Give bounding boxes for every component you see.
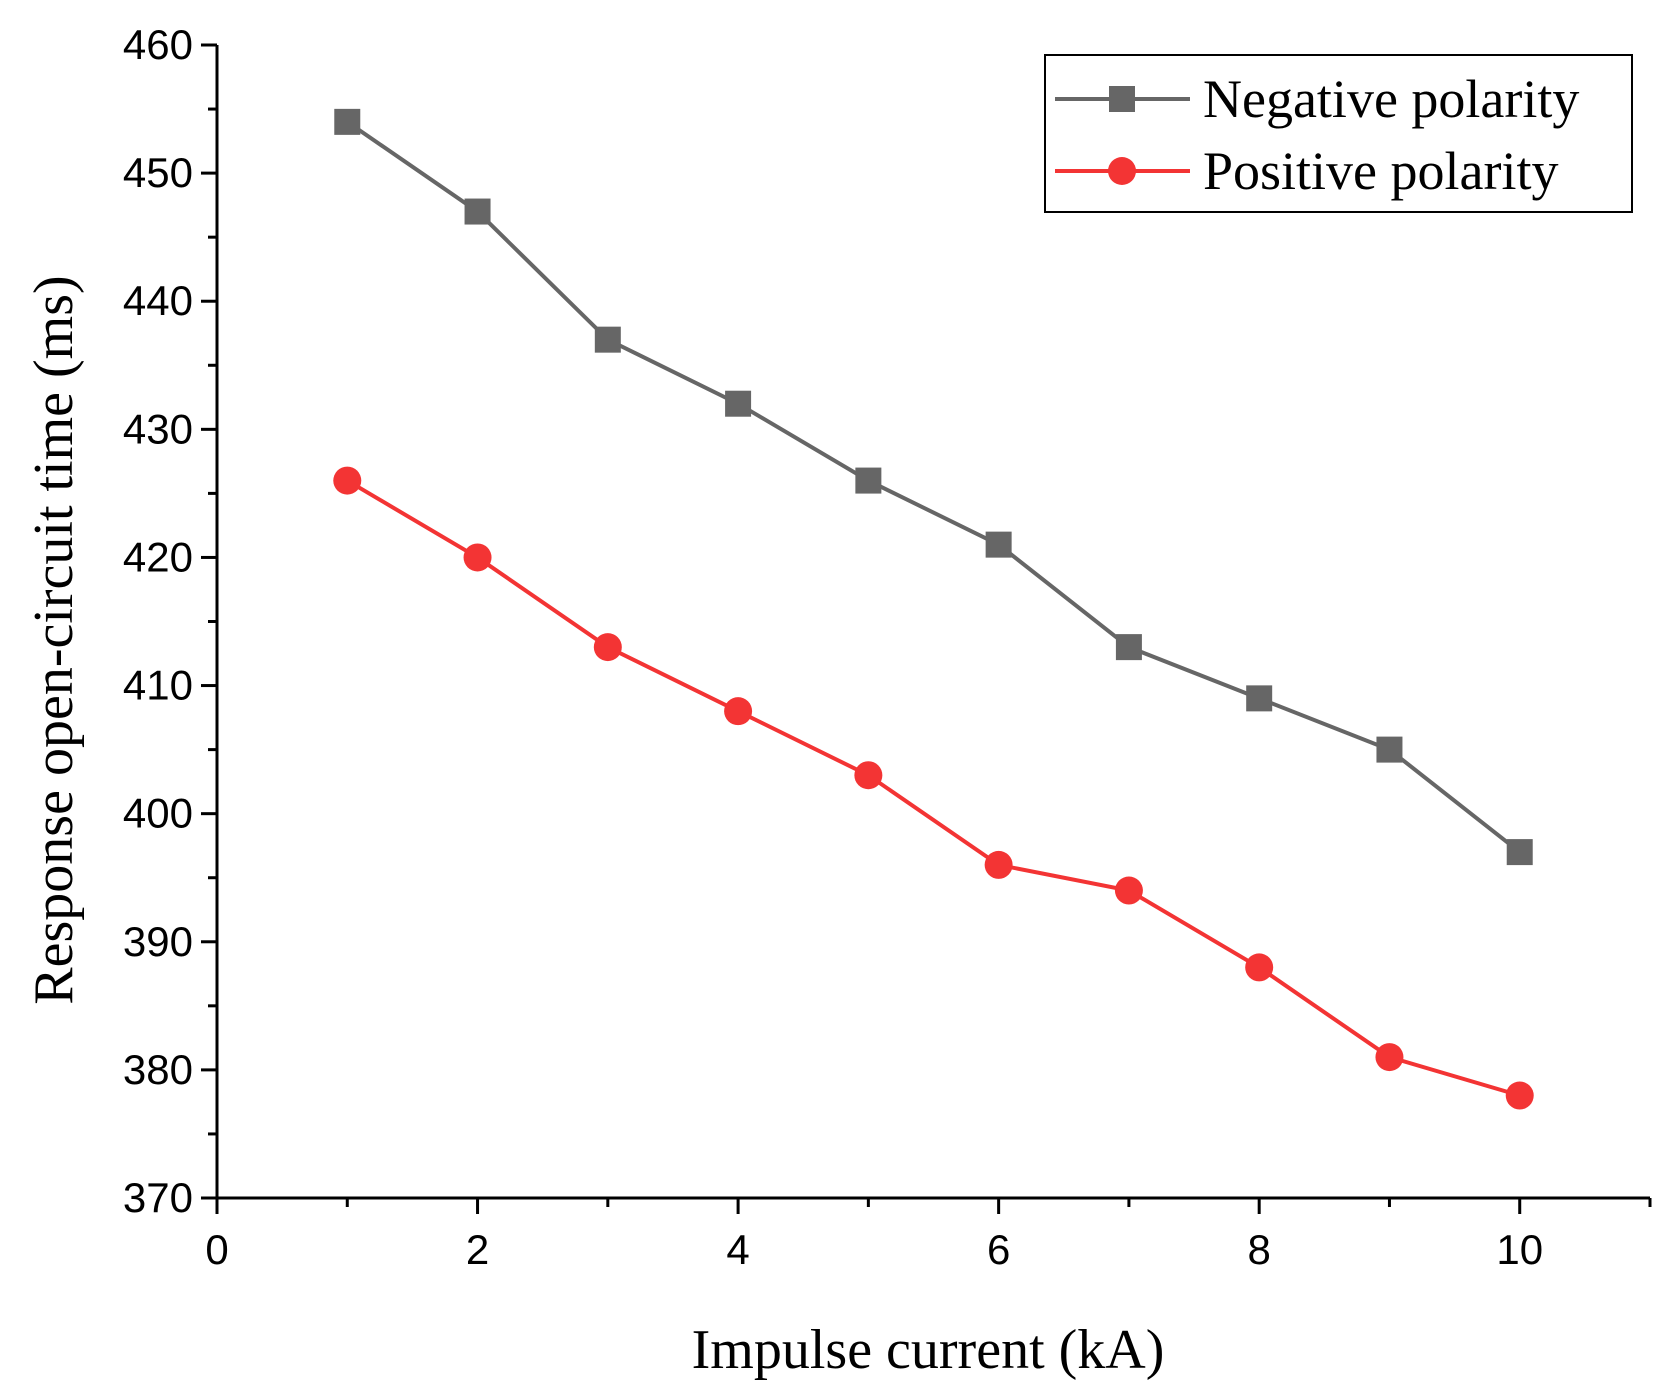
legend-marker bbox=[1108, 157, 1136, 185]
data-point bbox=[593, 633, 622, 662]
data-point bbox=[1114, 876, 1143, 905]
x-tick-label: 4 bbox=[726, 1226, 749, 1273]
series-layer bbox=[333, 108, 1534, 1110]
data-point bbox=[984, 850, 1013, 879]
data-point bbox=[854, 761, 883, 790]
y-tick-label: 380 bbox=[123, 1046, 193, 1093]
y-tick-label: 420 bbox=[123, 533, 193, 580]
legend: Negative polarity Positive polarity bbox=[1044, 54, 1633, 213]
series-2 bbox=[333, 466, 1534, 1110]
y-tick-label: 390 bbox=[123, 918, 193, 965]
x-tick-label: 6 bbox=[987, 1226, 1010, 1273]
data-point bbox=[725, 390, 752, 417]
data-point bbox=[1505, 1081, 1534, 1110]
x-tick-label: 8 bbox=[1248, 1226, 1271, 1273]
legend-entry-1: Negative polarity bbox=[1055, 69, 1579, 129]
x-tick-label: 10 bbox=[1496, 1226, 1543, 1273]
data-point bbox=[724, 697, 753, 726]
y-tick-label: 410 bbox=[123, 662, 193, 709]
legend-box bbox=[1044, 54, 1633, 213]
y-axis-title: Response open-circuit time (ms) bbox=[23, 275, 85, 1004]
x-tick-label: 0 bbox=[205, 1226, 228, 1273]
data-point bbox=[1375, 1043, 1404, 1072]
x-tick-label: 2 bbox=[466, 1226, 489, 1273]
data-point bbox=[855, 467, 882, 494]
legend-entry-2: Positive polarity bbox=[1055, 141, 1558, 201]
series-line bbox=[346, 120, 1521, 854]
data-point bbox=[594, 326, 621, 353]
y-tick-label: 440 bbox=[123, 277, 193, 324]
data-point bbox=[1245, 953, 1274, 982]
series-line bbox=[346, 478, 1521, 1098]
axes: 370 380 390 400 410 420 430 440 450 460 0 2 4 6 8 10 bbox=[123, 21, 1652, 1273]
data-point bbox=[333, 466, 362, 495]
y-tick-label: 430 bbox=[123, 405, 193, 452]
x-axis-title: Impulse current (kA) bbox=[692, 1319, 1165, 1381]
data-point bbox=[985, 531, 1012, 558]
y-tick-label: 450 bbox=[123, 149, 193, 196]
data-point bbox=[334, 108, 361, 135]
data-point bbox=[463, 543, 492, 572]
y-tick-label: 400 bbox=[123, 790, 193, 837]
series-1 bbox=[334, 108, 1533, 866]
legend-label: Positive polarity bbox=[1203, 141, 1558, 201]
data-point bbox=[1246, 685, 1273, 712]
y-tick-label: 460 bbox=[123, 21, 193, 68]
legend-label: Negative polarity bbox=[1203, 69, 1579, 129]
legend-marker bbox=[1109, 86, 1135, 112]
data-point bbox=[1506, 839, 1533, 866]
data-point bbox=[1376, 736, 1403, 763]
data-point bbox=[464, 198, 491, 225]
data-point bbox=[1115, 634, 1142, 661]
y-tick-label: 370 bbox=[123, 1174, 193, 1221]
